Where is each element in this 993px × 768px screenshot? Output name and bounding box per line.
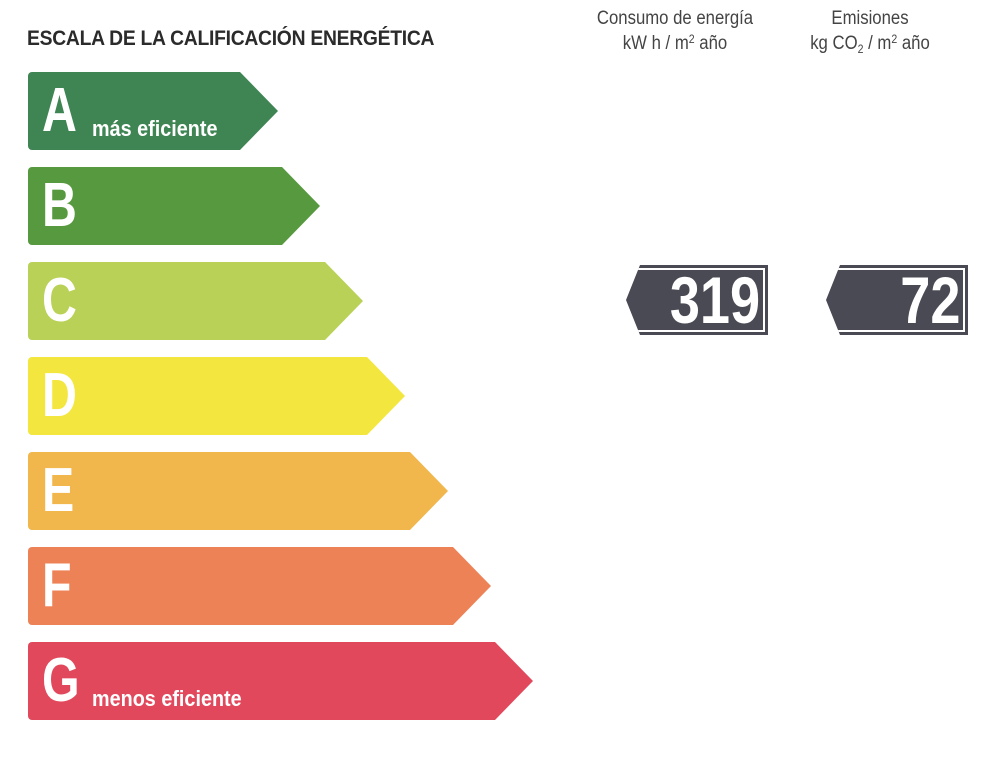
energy-header-unit: kW h / m2 año xyxy=(578,31,772,56)
scale-letter-e: E xyxy=(42,456,75,525)
energy-column-header: Consumo de energía kW h / m2 año xyxy=(578,6,772,56)
scale-bar-a: A más eficiente xyxy=(28,72,278,150)
energy-unit-suffix: año xyxy=(694,33,728,54)
emissions-rating-badge: 72 xyxy=(826,265,968,335)
energy-unit-prefix: kW h / m xyxy=(622,33,689,54)
emissions-value: 72 xyxy=(899,263,960,337)
scale-bar-b: B xyxy=(28,167,320,245)
emissions-header-unit: kg CO2 / m2 año xyxy=(782,31,958,56)
scale-letter-a: A xyxy=(42,76,77,145)
scale-label-a: más eficiente xyxy=(92,116,218,141)
scale-title: ESCALA DE LA CALIFICACIÓN ENERGÉTICA xyxy=(27,27,435,50)
emissions-unit-sup: 2 xyxy=(891,32,898,46)
emissions-unit-mid: / m xyxy=(863,33,892,54)
scale-bar-d: D xyxy=(28,357,405,435)
emissions-column-header: Emisiones kg CO2 / m2 año xyxy=(782,6,958,56)
scale-letter-f: F xyxy=(42,551,72,620)
scale-letter-b: B xyxy=(42,171,77,240)
emissions-unit-prefix: kg CO xyxy=(810,33,858,54)
energy-header-line1: Consumo de energía xyxy=(596,8,754,29)
scale-bar-f: F xyxy=(28,547,491,625)
scale-letter-c: C xyxy=(42,266,77,335)
energy-unit-sup: 2 xyxy=(688,32,695,46)
scale-letter-d: D xyxy=(42,361,77,430)
emissions-unit-sub: 2 xyxy=(857,42,864,56)
energy-rating-badge: 319 xyxy=(626,265,768,335)
emissions-header-line1: Emisiones xyxy=(831,8,909,29)
scale-bar-g: G menos eficiente xyxy=(28,642,533,720)
energy-value: 319 xyxy=(669,263,760,337)
scale-bar-c: C xyxy=(28,262,363,340)
emissions-unit-suffix: año xyxy=(897,33,930,54)
scale-letter-g: G xyxy=(42,646,80,715)
scale-bar-e: E xyxy=(28,452,448,530)
scale-label-g: menos eficiente xyxy=(92,686,242,711)
